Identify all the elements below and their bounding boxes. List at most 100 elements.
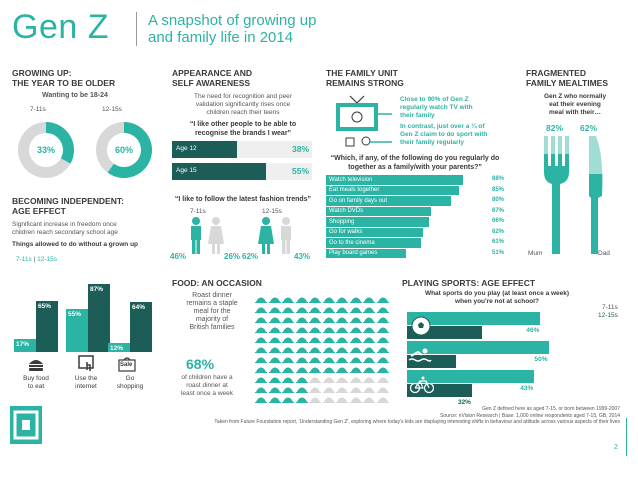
roast-dinner-icon — [336, 390, 348, 403]
roast-dinner-icon — [255, 380, 267, 393]
footer-line-1: Gen Z defined here as aged 7-15, or born… — [482, 406, 620, 412]
roast-dinner-icon — [336, 310, 348, 323]
roast-dinner-icon — [268, 390, 281, 403]
roast-dinner-icon — [322, 380, 335, 393]
family-activity-value-3: 67% — [491, 207, 504, 214]
roast-dinner-icon — [376, 380, 389, 393]
roast-dinner-icon — [295, 370, 308, 383]
brand-logo-icon — [10, 406, 42, 449]
roast-dinner-icon — [295, 350, 308, 363]
roast-dinner-icon — [363, 390, 375, 403]
family-activity-bar-0: Watch television — [326, 175, 464, 185]
independent-title-line-2: AGE EFFECT — [12, 206, 66, 216]
appearance-row-label-1: Age 15 — [176, 167, 197, 174]
roast-dinner-icon — [282, 350, 294, 363]
independent-category-line-2: to eat — [27, 383, 45, 390]
fragmented-desc-line-1: Gen Z who normally — [543, 93, 607, 100]
swimming-icon — [408, 346, 432, 369]
roast-dinner-icon — [268, 350, 281, 363]
sports-legend-b: 12-15s — [598, 312, 618, 319]
family-activity-label-2: Go on family days out — [329, 197, 388, 204]
sports-bar-value-2: 50% — [534, 356, 548, 363]
knife-icon — [586, 136, 606, 259]
fashion-value-2: 26% — [224, 252, 241, 261]
roast-dinner-icon — [268, 300, 281, 313]
roast-dinner-icon — [376, 340, 389, 353]
roast-big-value: 68% — [186, 356, 215, 372]
roast-dinner-icon — [336, 290, 348, 303]
family-activity-value-6: 61% — [491, 239, 504, 245]
family-activity-bar-3: Watch DVDs — [326, 206, 431, 216]
independent-category-line-1: Buy food — [23, 375, 49, 382]
page-subtitle: A snapshot of growing up and family life… — [148, 12, 316, 46]
independent-title-line-1: BECOMING INDEPENDENT: — [12, 196, 124, 206]
roast-dinner-icon — [309, 320, 321, 333]
roast-dinner-icon — [349, 310, 362, 323]
donut-7-11s: 33% — [18, 122, 74, 178]
independent-category-line-2: internet — [75, 383, 97, 390]
appearance-row-value-0: 38% — [291, 144, 309, 154]
sports-bar-2 — [407, 341, 549, 354]
note-2-line-3: their family regularly — [400, 139, 464, 146]
family-activity-label-0: Watch television — [329, 176, 373, 183]
independent-bar-7-11s-0: 17% — [14, 338, 36, 352]
roast-dinner-icon — [336, 350, 348, 363]
footer-notes: Gen Z defined here as aged 7-15, or born… — [100, 406, 620, 426]
family-activity-value-7: 51% — [491, 249, 504, 256]
roast-dinner-icon — [376, 390, 389, 403]
roast-dinner-icon — [268, 340, 281, 353]
sports-bar-0 — [407, 312, 541, 325]
dad-label: Dad — [598, 250, 610, 257]
food-desc-line-1: Roast dinner — [192, 292, 232, 299]
roast-dinner-icon — [309, 370, 321, 383]
family-unit-title: THE FAMILY UNIT REMAINS STRONG — [326, 68, 404, 88]
roast-dinner-icon — [268, 360, 281, 373]
quote-1-line-1: “I like other people to be able to — [189, 121, 297, 128]
fragmented-title-line-2: FAMILY MEALTIMES — [526, 78, 609, 88]
family-activity-label-6: Go to the cinema — [329, 239, 375, 246]
fashion-value-4: 43% — [294, 252, 311, 261]
fashion-age-a: 7-11s — [190, 208, 206, 215]
roast-dinner-icon — [322, 370, 335, 383]
roast-dinner-icon — [255, 310, 267, 323]
family-note-1: Close to 90% of Gen Z regularly watch TV… — [400, 96, 473, 120]
sports-legend-a: 7-11s — [602, 304, 618, 311]
appearance-row-label-0: Age 12 — [176, 145, 197, 152]
roast-dinner-icon — [322, 320, 335, 333]
roast-dinner-icon — [349, 320, 362, 333]
roast-dinner-icon — [376, 300, 389, 313]
note-1-line-1: Close to 90% of Gen Z — [400, 96, 469, 103]
roast-dinner-icon — [376, 360, 389, 373]
mum-value: 82% — [546, 123, 564, 133]
independent-bar-7-11s-label-1: 55% — [68, 311, 82, 319]
fashion-value-3: 62% — [242, 252, 259, 261]
roast-dinner-icon — [363, 290, 375, 303]
page-title: Gen Z — [12, 8, 109, 46]
roast-dinner-icon — [295, 390, 308, 403]
roast-dinner-icon — [376, 290, 389, 303]
roast-dinner-icon — [295, 310, 308, 323]
family-unit-title-line-2: REMAINS STRONG — [326, 78, 404, 88]
appearance-row-fill-1 — [172, 163, 266, 180]
roast-caption-line-1: of children have a — [181, 374, 233, 381]
donut-12-15s-value: 60% — [107, 133, 141, 167]
roast-dinner-icon — [322, 350, 335, 363]
roast-dinner-icon — [295, 320, 308, 333]
roast-dinner-icon — [268, 290, 281, 303]
independent-bar-12-15s-0: 65% — [36, 301, 58, 352]
independent-category-line-1: Use the — [74, 375, 98, 382]
roast-dinner-icon — [336, 330, 348, 343]
family-activity-bar-1: Eat meals together — [326, 185, 459, 195]
roast-dinner-icon — [349, 380, 362, 393]
family-activity-label-7: Play board games — [329, 250, 378, 256]
food-desc-line-2: remains a staple — [186, 300, 238, 307]
independent-bar-7-11s-label-0: 17% — [16, 340, 30, 348]
roast-dinner-icon — [336, 300, 348, 313]
roast-dinner-icon — [282, 310, 294, 323]
roast-dinner-icon — [309, 300, 321, 313]
appearance-desc-line-2: validation significantly rises once — [195, 101, 291, 108]
roast-dinner-icon — [309, 390, 321, 403]
sports-bar-3 — [407, 354, 456, 368]
subtitle-line-1: A snapshot of growing up — [148, 12, 317, 29]
family-activity-row-3: Watch DVDs 67% — [326, 206, 504, 216]
